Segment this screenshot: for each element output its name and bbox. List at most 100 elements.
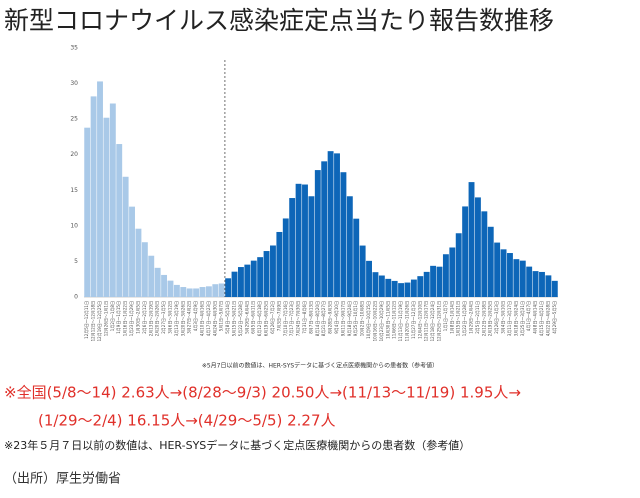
x-tick-label: 8月7日〜8月13日 <box>308 301 313 334</box>
x-tick-label: 4月10日〜4月16日 <box>200 301 205 336</box>
x-tick-label: 4月24日〜4月30日 <box>212 301 217 336</box>
x-tick-label: 7月24日〜7月30日 <box>296 301 301 336</box>
bar <box>295 183 302 297</box>
x-tick-label: 4月3日〜4月9日 <box>193 301 198 331</box>
x-tick-label: 1月2日〜1月8日 <box>110 301 115 331</box>
bar <box>276 231 283 297</box>
bar <box>135 228 142 297</box>
bar <box>103 117 110 297</box>
x-tick-label: 4月29日〜5月5日 <box>552 301 557 334</box>
x-tick-label: 10月9日〜10月15日 <box>366 301 371 339</box>
x-tick-label: 12月12日〜12月18日 <box>91 301 96 341</box>
bar <box>212 284 219 297</box>
bar <box>161 274 168 297</box>
x-tick-label: 10月2日〜10月8日 <box>360 301 365 336</box>
x-tick-label: 6月12日〜6月18日 <box>257 301 262 336</box>
bar <box>205 286 212 297</box>
x-tick-label: 5月1日〜5月7日 <box>219 301 224 331</box>
x-tick-label: 4月17日〜4月23日 <box>206 301 211 336</box>
bar <box>366 260 372 297</box>
bar <box>308 196 315 297</box>
x-tick-label: 2月6日〜2月12日 <box>142 301 147 334</box>
title: 新型コロナウイルス感染症定点当たり報告数推移 <box>4 6 554 35</box>
x-tick-label: 1月30日〜2月5日 <box>135 301 140 334</box>
bar <box>193 288 200 297</box>
x-tick-label: 3月18日〜3月24日 <box>513 301 518 336</box>
x-tick-label: 11月13日〜11月19日 <box>398 301 403 341</box>
x-tick-label: 2月27日〜3月5日 <box>161 301 166 334</box>
bar <box>500 249 507 297</box>
x-tick-label: 12月5日〜12月11日 <box>84 301 89 339</box>
bar <box>231 271 238 297</box>
bar <box>551 280 558 297</box>
x-tick-label: 10月23日〜10月29日 <box>379 301 384 341</box>
bar <box>353 218 360 297</box>
x-tick-label: 7月3日〜7月9日 <box>276 301 281 331</box>
bar <box>282 218 289 297</box>
bar <box>474 197 481 297</box>
bar <box>237 267 244 297</box>
bar <box>449 247 456 297</box>
x-tick-label: 12月26日〜1月1日 <box>103 301 108 336</box>
bar <box>180 287 187 297</box>
x-tick-label: 11月27日〜12月3日 <box>411 301 416 339</box>
x-tick-label: 5月29日〜6月4日 <box>244 301 249 334</box>
bar <box>481 211 488 297</box>
bar <box>340 172 347 297</box>
x-tick-label: 2月19日〜2月25日 <box>488 301 493 336</box>
x-tick-label: 2月13日〜2月19日 <box>148 301 153 336</box>
x-tick-label: 12月11日〜12月17日 <box>424 301 429 341</box>
x-tick-label: 4月1日〜4月7日 <box>526 301 531 331</box>
x-tick-label: 6月5日〜6月11日 <box>251 301 256 334</box>
bar <box>519 260 526 297</box>
bar <box>270 245 276 297</box>
x-tick-label: 10月30日〜11月5日 <box>385 301 390 339</box>
bar <box>423 271 430 297</box>
bar <box>129 206 135 297</box>
bar <box>289 198 296 297</box>
bar <box>462 206 469 297</box>
bar <box>321 161 328 297</box>
x-tick-label: 6月19日〜6月25日 <box>264 301 269 336</box>
x-tick-label: 12月25日〜12月31日 <box>437 301 442 341</box>
x-tick-label: 3月27日〜4月2日 <box>187 301 192 334</box>
x-tick-label: 8月14日〜8月20日 <box>315 301 320 336</box>
bar <box>302 184 308 297</box>
footnote: ※23年５月７日以前の数値は、HER-SYSデータに基づく定点医療機関からの患者… <box>4 438 470 452</box>
x-tick-label: 9月25日〜10月1日 <box>353 301 358 336</box>
bar <box>507 253 513 297</box>
x-tick-label: 1月8日〜1月14日 <box>449 301 454 334</box>
bar <box>378 275 385 297</box>
y-tick-label: 30 <box>70 80 78 87</box>
bar <box>148 255 155 297</box>
bar <box>173 284 180 297</box>
x-tick-label: 2月26日〜3月3日 <box>494 301 499 334</box>
bar <box>385 278 392 297</box>
x-tick-label: 6月26日〜7月2日 <box>270 301 275 334</box>
summary-line: (1/29～2/4) 16.15人→(4/29～5/5) 2.27人 <box>38 412 336 430</box>
x-tick-label: 9月4日〜9月10日 <box>334 301 339 334</box>
bar <box>532 271 539 297</box>
x-tick-label: 10月16日〜10月22日 <box>372 301 377 341</box>
bar <box>250 260 257 297</box>
x-tick-label: 11月20日〜11月26日 <box>404 301 409 341</box>
bar <box>545 275 552 297</box>
bar <box>539 271 545 297</box>
x-tick-label: 5月8日〜5月14日 <box>225 301 230 334</box>
y-tick-label: 0 <box>74 294 78 301</box>
y-tick-label: 15 <box>70 187 78 194</box>
bar <box>487 226 494 297</box>
x-tick-label: 12月19日〜12月25日 <box>97 301 102 341</box>
source: （出所）厚生労働省 <box>4 472 121 487</box>
x-tick-label: 5月15日〜5月21日 <box>232 301 237 336</box>
x-tick-label: 12月4日〜12月10日 <box>417 301 422 339</box>
bar <box>314 170 321 297</box>
bar <box>334 153 340 297</box>
bar <box>141 242 148 297</box>
x-tick-label: 1月23日〜1月29日 <box>129 301 134 336</box>
bar <box>225 278 232 297</box>
bar <box>257 257 264 297</box>
x-tick-label: 8月28日〜9月3日 <box>328 301 333 334</box>
x-tick-label: 2月20日〜2月26日 <box>155 301 160 336</box>
bar <box>391 280 398 297</box>
